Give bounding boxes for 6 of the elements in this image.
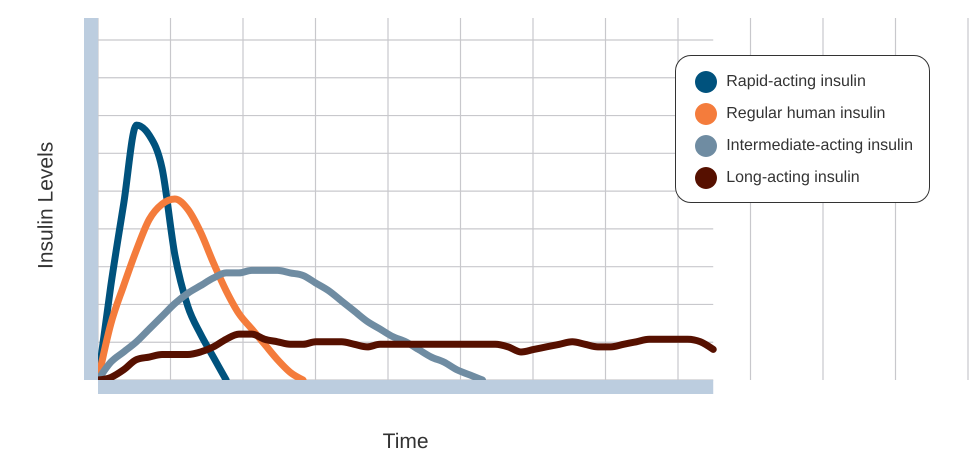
legend-label: Rapid-acting insulin	[726, 73, 866, 91]
y-axis-title: Insulin Levels	[34, 142, 58, 269]
legend-label: Intermediate-acting insulin	[726, 137, 913, 155]
legend-label: Regular human insulin	[726, 105, 886, 123]
x-axis-title: Time	[382, 430, 429, 452]
legend-label: Long-acting insulin	[726, 169, 860, 187]
